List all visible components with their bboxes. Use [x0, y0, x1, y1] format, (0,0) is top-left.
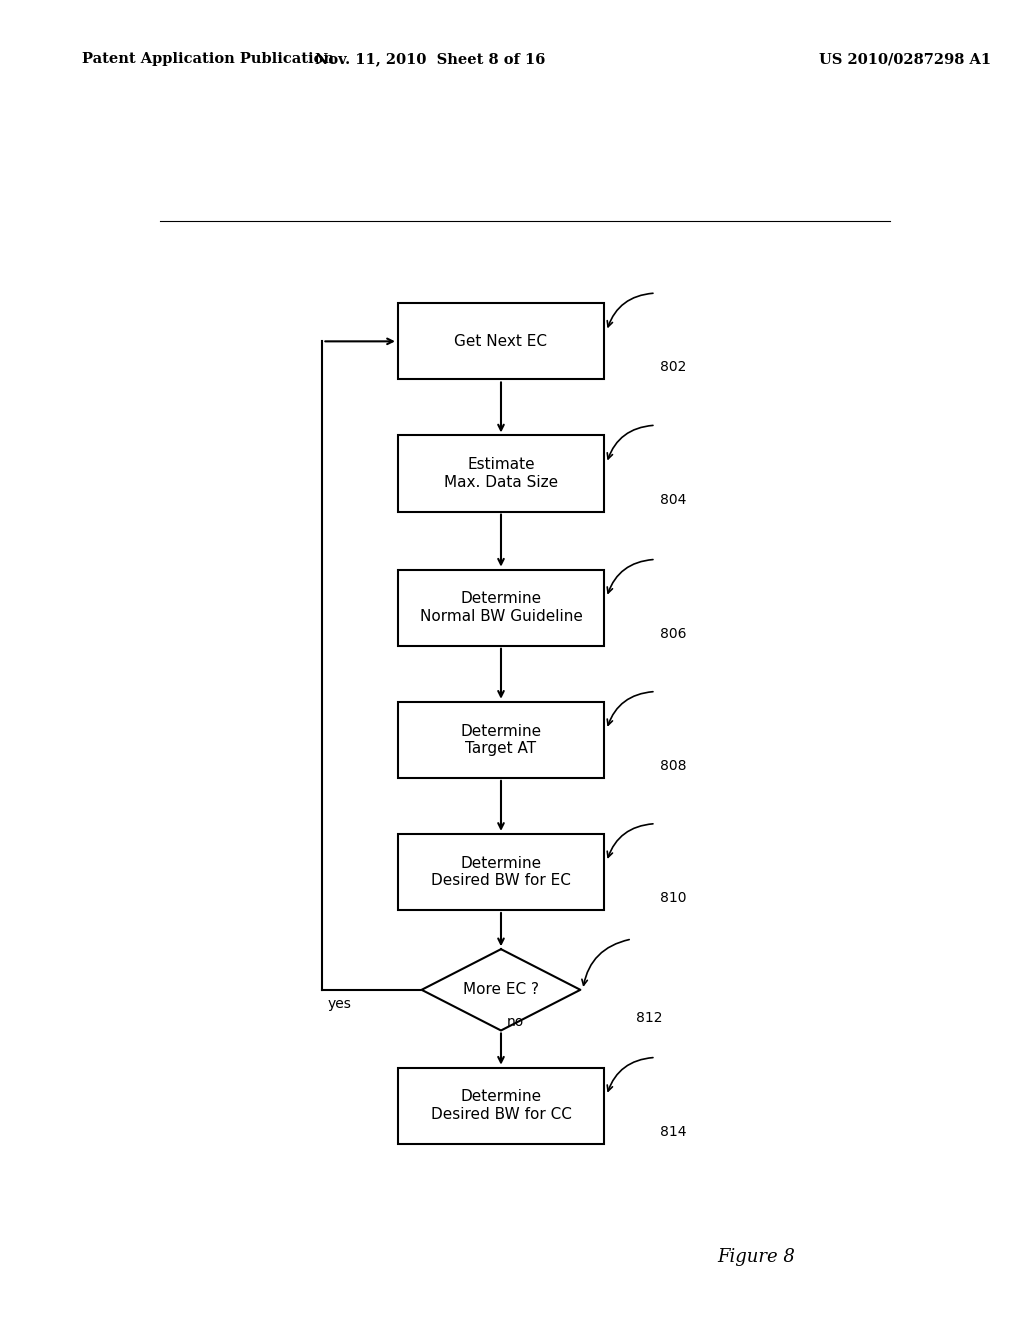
- Text: Nov. 11, 2010  Sheet 8 of 16: Nov. 11, 2010 Sheet 8 of 16: [315, 53, 545, 66]
- Bar: [397, 702, 604, 777]
- Text: 808: 808: [659, 759, 686, 772]
- Bar: [397, 569, 604, 645]
- Text: Get Next EC: Get Next EC: [455, 334, 548, 348]
- Text: US 2010/0287298 A1: US 2010/0287298 A1: [819, 53, 991, 66]
- Text: Patent Application Publication: Patent Application Publication: [82, 53, 334, 66]
- Text: Determine
Desired BW for EC: Determine Desired BW for EC: [431, 855, 571, 888]
- Text: 802: 802: [659, 360, 686, 375]
- Text: 806: 806: [659, 627, 686, 640]
- Text: More EC ?: More EC ?: [463, 982, 539, 998]
- Bar: [397, 436, 604, 512]
- Polygon shape: [422, 949, 581, 1031]
- Text: 812: 812: [636, 1011, 663, 1026]
- Text: no: no: [507, 1015, 524, 1030]
- Text: 810: 810: [659, 891, 686, 906]
- Text: 814: 814: [659, 1125, 686, 1139]
- Text: Determine
Target AT: Determine Target AT: [461, 723, 542, 756]
- Text: Figure 8: Figure 8: [717, 1247, 795, 1266]
- Text: yes: yes: [328, 997, 352, 1011]
- Bar: [397, 834, 604, 909]
- Text: Determine
Desired BW for CC: Determine Desired BW for CC: [430, 1089, 571, 1122]
- Bar: [397, 1068, 604, 1144]
- Bar: [397, 304, 604, 379]
- Text: Estimate
Max. Data Size: Estimate Max. Data Size: [444, 457, 558, 490]
- Text: 804: 804: [659, 492, 686, 507]
- Text: Determine
Normal BW Guideline: Determine Normal BW Guideline: [420, 591, 583, 624]
